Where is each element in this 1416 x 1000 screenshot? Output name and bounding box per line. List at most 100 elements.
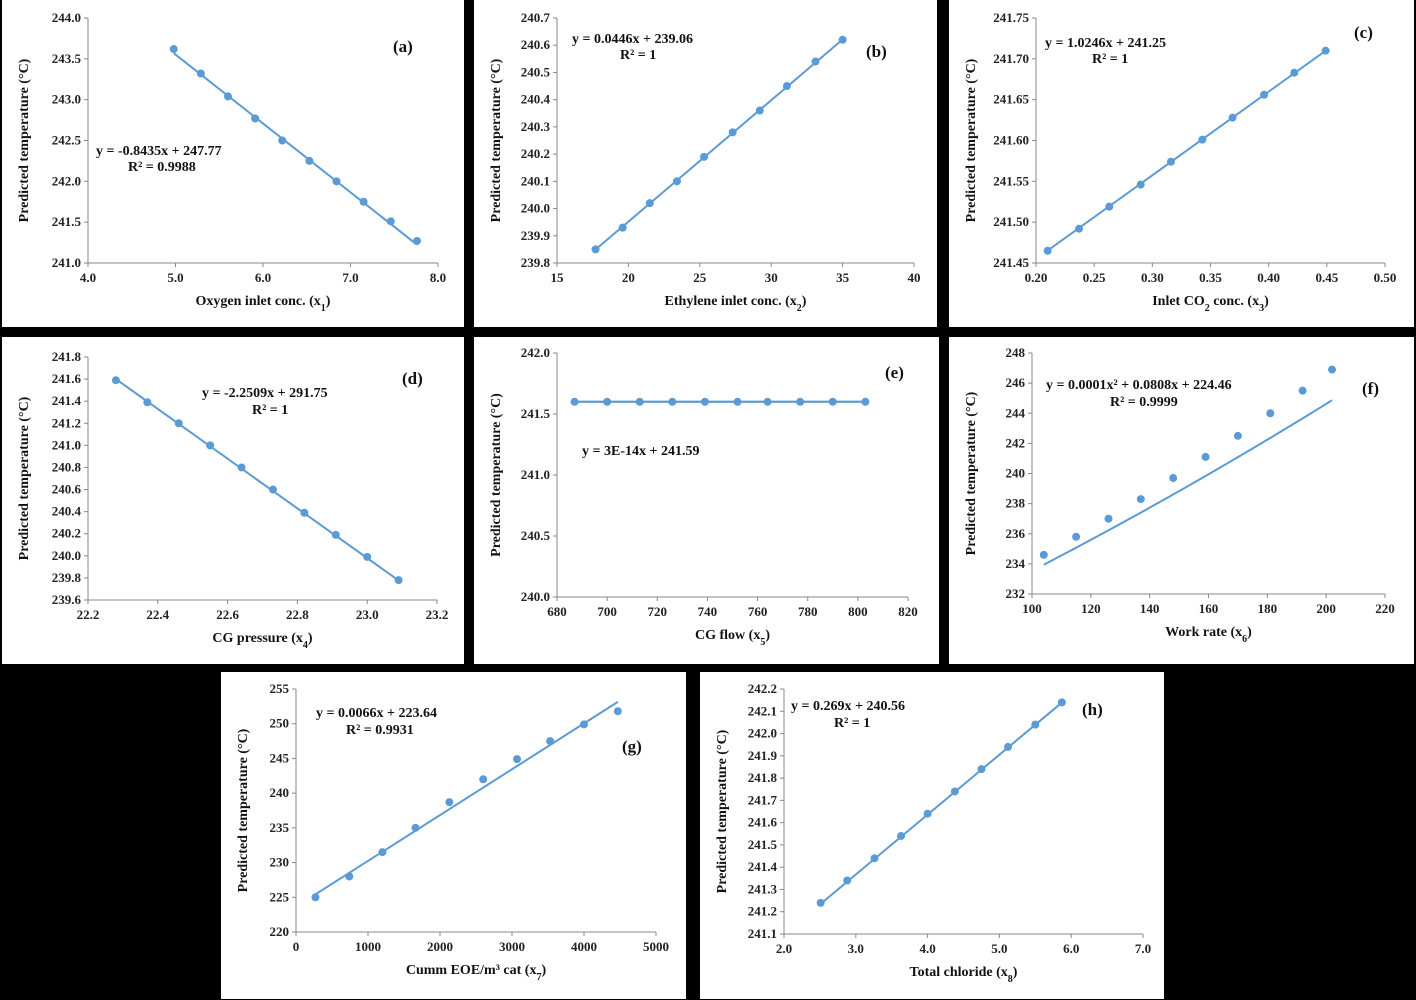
x-axis-label: Ethylene inlet conc. (x2): [665, 294, 807, 314]
y-tick-label: 230: [270, 855, 290, 870]
x-tick-label: 1000: [355, 939, 381, 954]
chart-svg-f: 232 234 236 238 240 242 244 246 248 100 120 140 160 1…: [964, 345, 1395, 645]
data-point: [950, 787, 959, 796]
x-tick-label: 23.0: [356, 607, 379, 622]
y-tick-label: 240: [1006, 466, 1026, 481]
x-tick-label: 5000: [643, 939, 669, 954]
y-tick-label: 240.8: [52, 459, 82, 474]
data-point: [700, 152, 709, 161]
chart-panel-c: 241.45 241.50 241.55 241.60 241.65 241.70 241.…: [949, 0, 1414, 327]
data-point: [546, 737, 555, 746]
x-tick-label: 5.0: [991, 941, 1007, 956]
y-tick-label: 241.50: [993, 214, 1029, 229]
y-tick-label: 241.7: [748, 792, 778, 807]
x-tick-label: 6.0: [255, 270, 271, 285]
data-point: [700, 397, 709, 406]
x-tick-label: 40: [908, 270, 921, 285]
y-tick-label: 242.2: [748, 681, 777, 696]
chart-panel-a: 241.0 241.5 242.0 242.5 243.0 243.5 244.0 4.0 5.…: [2, 0, 464, 327]
y-tick-label: 255: [270, 681, 290, 696]
data-point: [1228, 113, 1237, 122]
x-tick-label: 3000: [499, 939, 525, 954]
y-tick-label: 241.4: [52, 393, 82, 408]
x-tick-label: 220: [1375, 601, 1395, 616]
y-tick-label: 248: [1006, 345, 1026, 360]
data-point: [580, 720, 588, 729]
data-point: [828, 397, 837, 406]
chart-panel-b: 239.8 239.9 240.0 240.1 240.2 240.3 240.4 240.5…: [474, 0, 937, 327]
x-tick-label: 120: [1081, 601, 1101, 616]
data-point: [923, 809, 932, 818]
y-axis-label: Predicted temperature (°C): [964, 391, 979, 555]
data-point: [363, 552, 372, 561]
data-point: [1233, 431, 1242, 440]
y-tick-label: 240.5: [521, 528, 551, 543]
panel-label: (h): [1082, 700, 1103, 719]
x-tick-label: 0.30: [1141, 270, 1164, 285]
x-tick-label: 8.0: [430, 270, 446, 285]
y-tick-label: 241.60: [993, 133, 1029, 148]
panel-label: (a): [393, 37, 413, 56]
chart-panel-d: 239.6 239.8 240.0 240.2 240.4 240.6 240.8 241.0…: [2, 337, 464, 664]
y-tick-label: 244.0: [52, 10, 81, 25]
x-tick-label: 3.0: [848, 941, 864, 956]
trendline: [1047, 49, 1327, 252]
x-tick-label: 680: [547, 604, 567, 619]
y-tick-label: 240.1: [521, 173, 550, 188]
x-tick-label: 720: [648, 604, 668, 619]
trendline: [115, 378, 400, 582]
y-axis-label: Predicted temperature (°C): [715, 729, 730, 893]
trend-equation: y = 1.0246x + 241.25: [1045, 36, 1166, 51]
x-tick-label: 22.2: [77, 607, 100, 622]
data-point: [728, 128, 737, 137]
y-tick-label: 241.6: [52, 371, 82, 386]
y-tick-label: 241.70: [993, 51, 1029, 66]
x-tick-label: 4.0: [80, 270, 96, 285]
y-tick-label: 243.5: [52, 51, 82, 66]
y-axis-label: Predicted temperature (°C): [17, 58, 32, 222]
data-point: [668, 397, 677, 406]
x-tick-label: 820: [898, 604, 918, 619]
trendline: [173, 52, 418, 246]
data-point: [169, 45, 178, 54]
data-point: [782, 82, 791, 91]
y-tick-label: 241.2: [748, 904, 777, 919]
x-tick-label: 7.0: [1135, 941, 1151, 956]
chart-svg-a: 241.0 241.5 242.0 242.5 243.0 243.5 244.0 4.0 5.…: [17, 10, 446, 314]
y-tick-label: 239.6: [52, 592, 82, 607]
y-tick-label: 239.8: [521, 255, 551, 270]
y-tick-label: 241.9: [748, 748, 778, 763]
chart-panel-f: 232 234 236 238 240 242 244 246 248 100 120 140 160 1…: [949, 337, 1414, 664]
x-tick-label: 6.0: [1063, 941, 1079, 956]
data-point: [1039, 550, 1048, 559]
data-point: [843, 876, 852, 885]
x-axis-label: Cumm EOE/m³ cat (x7): [406, 963, 547, 983]
data-point: [513, 755, 522, 764]
y-tick-label: 240.6: [52, 482, 82, 497]
y-tick-label: 240.3: [521, 119, 551, 134]
x-tick-label: 0.45: [1315, 270, 1338, 285]
x-tick-label: 780: [798, 604, 818, 619]
y-tick-label: 241.3: [748, 881, 778, 896]
trend-equation: y = 3E-14x + 241.59: [582, 444, 699, 459]
x-tick-label: 740: [698, 604, 718, 619]
y-tick-label: 244: [1006, 405, 1026, 420]
y-tick-label: 240.6: [521, 37, 551, 52]
y-tick-label: 250: [270, 716, 290, 731]
y-tick-label: 234: [1006, 556, 1026, 571]
x-tick-label: 22.6: [216, 607, 239, 622]
data-point: [816, 898, 825, 907]
trend-equation: y = 0.0446x + 239.06: [572, 32, 693, 47]
y-tick-label: 235: [270, 820, 290, 835]
data-point: [331, 530, 340, 539]
y-tick-label: 241.1: [748, 926, 777, 941]
x-tick-label: 200: [1316, 601, 1336, 616]
data-point: [378, 848, 387, 857]
panel-label: (b): [866, 42, 887, 61]
data-point: [618, 223, 627, 232]
trendline: [594, 38, 844, 251]
r-squared-label: R² = 1: [620, 48, 656, 63]
data-point: [811, 57, 820, 66]
data-point: [672, 177, 681, 186]
data-point: [796, 397, 805, 406]
